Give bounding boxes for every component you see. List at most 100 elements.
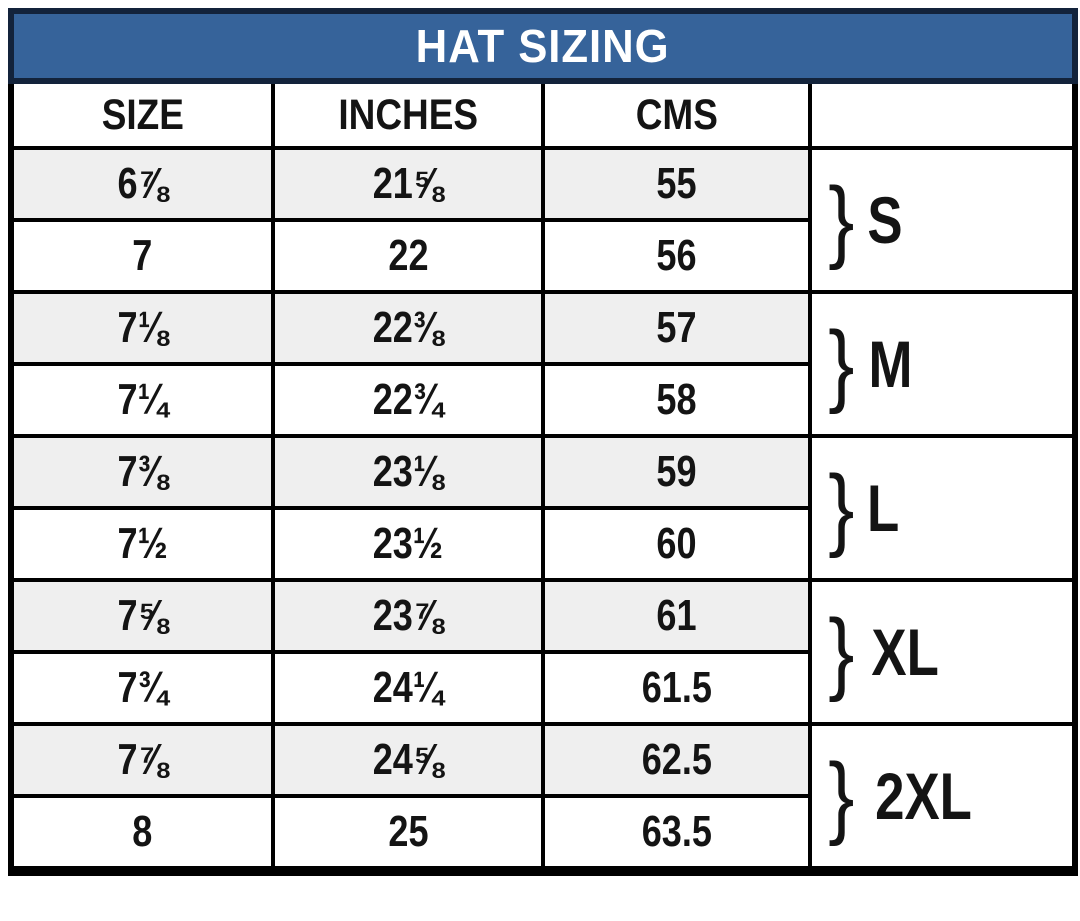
size-cell: 7⅛ <box>9 290 275 366</box>
table-row: 8 25 63.5 <box>9 794 1075 873</box>
header-cell-cms: CMS <box>541 79 812 150</box>
table-row: 7⅛ 22⅜ 57 } M <box>9 290 1077 438</box>
cms-value: 60 <box>656 519 697 568</box>
header-cell-inches: INCHES <box>271 79 545 150</box>
cms-cell: 55 <box>541 146 812 222</box>
size-value: 6⅞ <box>117 159 168 208</box>
cms-value: 62.5 <box>641 735 712 784</box>
inches-cell: 21⅝ <box>271 146 545 222</box>
table-row: 7¾ 24¼ 61.5 <box>9 650 1075 726</box>
group-label: XL <box>871 615 939 689</box>
group-inner: } XL <box>814 584 1071 720</box>
cms-value: 57 <box>656 303 697 352</box>
page: HAT SIZING SIZE INCHES CMS 6⅞ 21⅝ 55 } S… <box>8 8 1078 876</box>
cms-value: 55 <box>656 159 697 208</box>
size-value: 7 <box>132 231 153 280</box>
inches-value: 23⅛ <box>372 447 444 496</box>
table-row: 7⅝ 23⅞ 61 } XL <box>9 578 1077 726</box>
table-row: 6⅞ 21⅝ 55 } S <box>9 146 1077 294</box>
header-inches-label: INCHES <box>338 90 478 139</box>
size-cell: 7¼ <box>9 362 275 438</box>
inches-cell: 22 <box>271 218 545 294</box>
group-label: L <box>866 471 900 545</box>
group-label: S <box>867 183 903 257</box>
inches-cell: 23⅞ <box>271 578 545 654</box>
inches-cell: 23½ <box>271 506 545 582</box>
header-size-label: SIZE <box>101 90 184 139</box>
cms-cell: 61.5 <box>541 650 812 726</box>
size-value: 7⅜ <box>117 447 168 496</box>
size-value: 7½ <box>117 519 168 568</box>
inches-cell: 24¼ <box>271 650 545 726</box>
brace-glyph: } <box>828 313 855 415</box>
group-label: M <box>868 327 913 401</box>
inches-value: 22 <box>387 231 429 280</box>
brace-glyph: } <box>828 745 855 847</box>
inches-cell: 25 <box>271 794 545 873</box>
group-cell-l: } L <box>808 434 1077 582</box>
inches-value: 22¾ <box>372 375 444 424</box>
inches-value: 21⅝ <box>372 159 444 208</box>
size-cell: 7 <box>9 218 275 294</box>
group-inner: } L <box>814 440 1071 576</box>
group-inner: } M <box>814 296 1071 432</box>
inches-value: 22⅜ <box>372 303 444 352</box>
header-cms-label: CMS <box>635 90 718 139</box>
table-row: 7⅞ 24⅝ 62.5 } 2XL <box>9 722 1077 873</box>
size-cell: 7⅜ <box>9 434 275 510</box>
inches-cell: 24⅝ <box>271 722 545 798</box>
group-inner: } S <box>814 152 1071 288</box>
inches-value: 23⅞ <box>372 591 444 640</box>
cms-value: 56 <box>656 231 697 280</box>
size-value: 7⅝ <box>117 591 168 640</box>
inches-value: 25 <box>387 807 429 856</box>
inches-cell: 23⅛ <box>271 434 545 510</box>
group-inner: } 2XL <box>814 728 1071 866</box>
size-cell: 7¾ <box>9 650 275 726</box>
cms-cell: 56 <box>541 218 812 294</box>
cms-value: 58 <box>656 375 697 424</box>
table-row: 7½ 23½ 60 <box>9 506 1075 582</box>
brace-glyph: } <box>828 169 855 271</box>
size-cell: 7⅞ <box>9 722 275 798</box>
size-value: 7¼ <box>117 375 168 424</box>
table-row: 7¼ 22¾ 58 <box>9 362 1075 438</box>
group-cell-xl: } XL <box>808 578 1077 726</box>
cms-cell: 62.5 <box>541 722 812 798</box>
brace-glyph: } <box>828 457 855 559</box>
header-cell-group <box>808 79 1077 150</box>
cms-cell: 63.5 <box>541 794 812 873</box>
hat-sizing-table: HAT SIZING SIZE INCHES CMS 6⅞ 21⅝ 55 } S… <box>8 8 1078 876</box>
brace-glyph: } <box>828 601 855 703</box>
size-cell: 8 <box>9 794 275 873</box>
inches-value: 23½ <box>372 519 444 568</box>
header-row: SIZE INCHES CMS <box>9 79 1077 150</box>
size-value: 7⅞ <box>117 735 168 784</box>
inches-value: 24⅝ <box>372 735 444 784</box>
inches-value: 24¼ <box>372 663 444 712</box>
cms-value: 61.5 <box>641 663 712 712</box>
cms-cell: 60 <box>541 506 812 582</box>
group-label: 2XL <box>874 759 972 833</box>
table-title-text: HAT SIZING <box>416 20 670 72</box>
table-title: HAT SIZING <box>8 8 1078 84</box>
group-cell-2xl: } 2XL <box>808 722 1077 873</box>
size-value: 7¾ <box>117 663 168 712</box>
inches-cell: 22⅜ <box>271 290 545 366</box>
cms-cell: 61 <box>541 578 812 654</box>
size-value: 7⅛ <box>117 303 168 352</box>
cms-cell: 57 <box>541 290 812 366</box>
size-cell: 6⅞ <box>9 146 275 222</box>
table-row: 7 22 56 <box>9 218 1075 294</box>
cms-value: 59 <box>656 447 697 496</box>
inches-cell: 22¾ <box>271 362 545 438</box>
table-row: 7⅜ 23⅛ 59 } L <box>9 434 1077 582</box>
group-cell-m: } M <box>808 290 1077 438</box>
group-cell-s: } S <box>808 146 1077 294</box>
size-cell: 7½ <box>9 506 275 582</box>
header-cell-size: SIZE <box>9 79 275 150</box>
size-cell: 7⅝ <box>9 578 275 654</box>
cms-cell: 59 <box>541 434 812 510</box>
size-value: 8 <box>132 807 153 856</box>
cms-cell: 58 <box>541 362 812 438</box>
